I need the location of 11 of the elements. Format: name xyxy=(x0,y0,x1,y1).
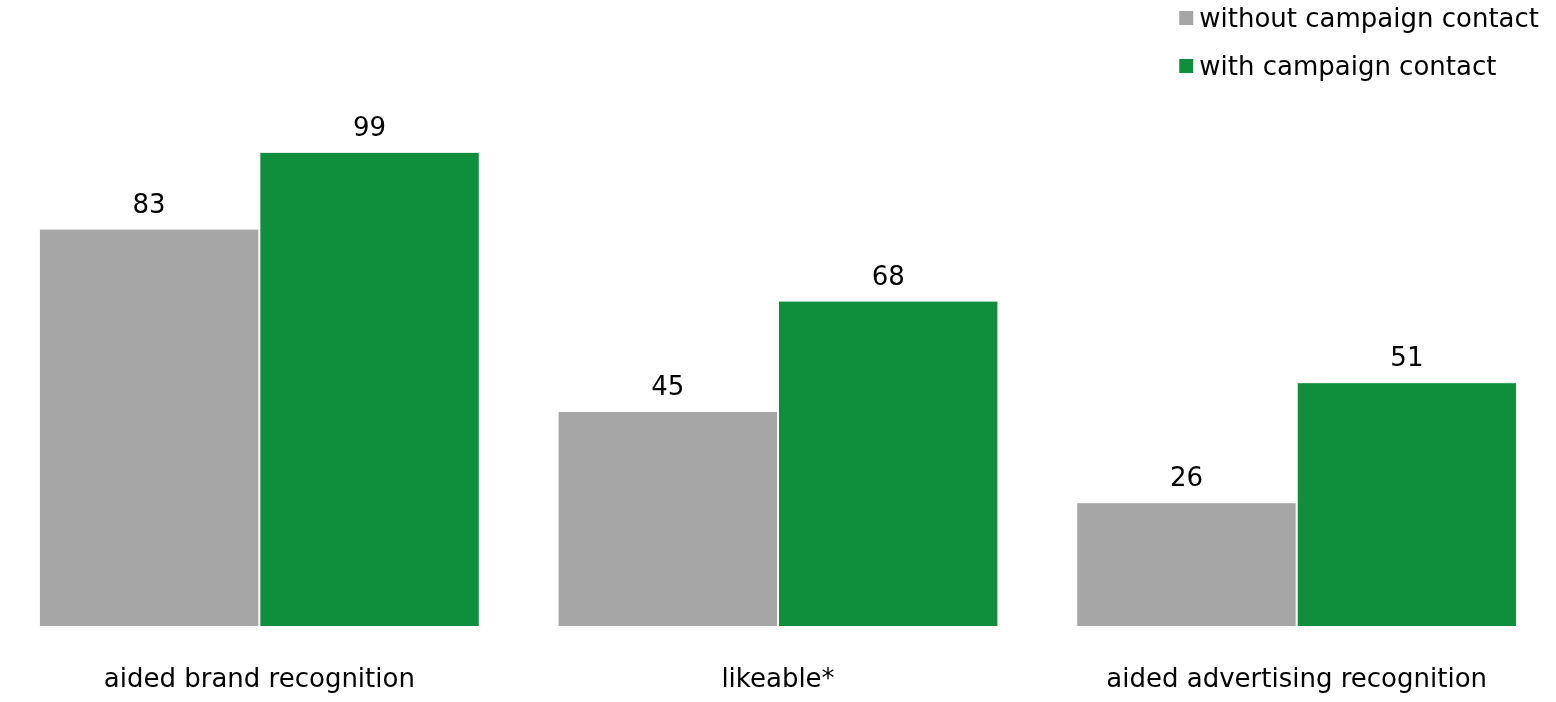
legend-label: with campaign contact xyxy=(1199,51,1497,81)
x-tick-label: aided advertising recognition xyxy=(1106,663,1488,693)
data-label: 68 xyxy=(871,260,905,291)
x-tick-label: aided brand recognition xyxy=(103,663,415,693)
data-label: 51 xyxy=(1390,342,1424,373)
data-label: 99 xyxy=(353,111,387,142)
data-label: 26 xyxy=(1169,462,1203,493)
data-label: 83 xyxy=(132,188,166,219)
x-tick-label: likeable* xyxy=(721,663,835,693)
legend-label: without campaign contact xyxy=(1199,3,1539,33)
data-label: 45 xyxy=(651,371,685,401)
